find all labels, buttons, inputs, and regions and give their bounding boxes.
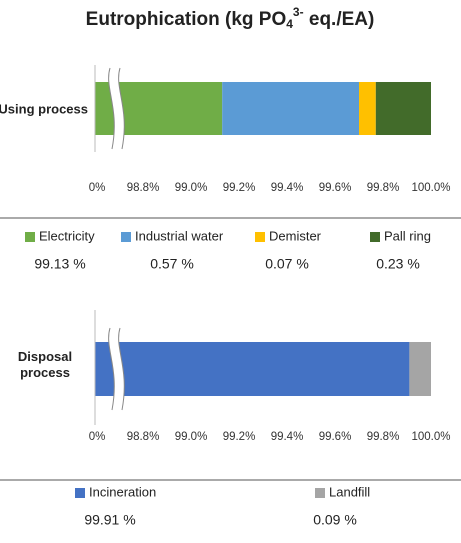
legend-swatch — [315, 488, 325, 498]
value-label: 0.09 % — [313, 512, 357, 528]
legend-label: Demister — [269, 228, 322, 243]
legend-swatch — [370, 232, 380, 242]
value-label: 0.23 % — [376, 256, 420, 272]
legend-label: Industrial water — [135, 228, 224, 243]
title-sub: 4 — [286, 17, 293, 31]
legend-label: Landfill — [329, 484, 370, 499]
chart-title: Eutrophication (kg PO43- eq./EA) — [86, 5, 375, 31]
x-tick-label: 98.8% — [127, 182, 160, 194]
legend-swatch — [121, 232, 131, 242]
x-tick-label: 99.0% — [175, 182, 208, 194]
legend-label: Electricity — [39, 228, 95, 243]
legend-swatch — [25, 232, 35, 242]
x-tick-label: 98.8% — [127, 431, 160, 443]
axis-break — [108, 68, 125, 149]
x-tick-label: 100.0% — [411, 431, 450, 443]
bar-segment — [95, 342, 410, 396]
legend-label: Pall ring — [384, 228, 431, 243]
category-line: Disposal — [18, 349, 72, 364]
x-tick-label: 99.2% — [223, 182, 256, 194]
x-tick-label: 99.6% — [319, 182, 352, 194]
title-sup: 3- — [293, 5, 304, 19]
value-label: 99.13 % — [34, 256, 85, 272]
x-tick-label: 99.0% — [175, 431, 208, 443]
x-tick-label: 0% — [89, 182, 106, 194]
bar-segment — [409, 342, 431, 396]
x-tick-label: 100.0% — [411, 182, 450, 194]
x-tick-label: 99.8% — [367, 182, 400, 194]
value-label: 0.57 % — [150, 256, 194, 272]
bar-segment — [375, 82, 431, 135]
title-part: eq./EA) — [304, 9, 375, 30]
category-label: Disposal process — [18, 349, 72, 380]
axis-break-edge — [108, 67, 115, 150]
value-label: 0.07 % — [265, 256, 309, 272]
x-tick-label: 99.6% — [319, 431, 352, 443]
axis-break-edge — [118, 327, 125, 411]
axis-break-edge — [118, 67, 125, 150]
x-tick-label: 0% — [89, 431, 106, 443]
value-label: 99.91 % — [84, 512, 135, 528]
legend-swatch — [255, 232, 265, 242]
x-tick-label: 99.4% — [271, 182, 304, 194]
bar-segment — [222, 82, 359, 135]
x-tick-label: 99.8% — [367, 431, 400, 443]
x-tick-label: 99.2% — [223, 431, 256, 443]
bar-segment — [359, 82, 376, 135]
category-label: Using process — [0, 101, 88, 116]
axis-break — [108, 328, 125, 410]
category-line: process — [20, 365, 70, 380]
legend-swatch — [75, 488, 85, 498]
legend-label: Incineration — [89, 484, 156, 499]
axis-break-edge — [108, 327, 115, 411]
title-part: Eutrophication (kg PO — [86, 9, 287, 30]
x-tick-label: 99.4% — [271, 431, 304, 443]
